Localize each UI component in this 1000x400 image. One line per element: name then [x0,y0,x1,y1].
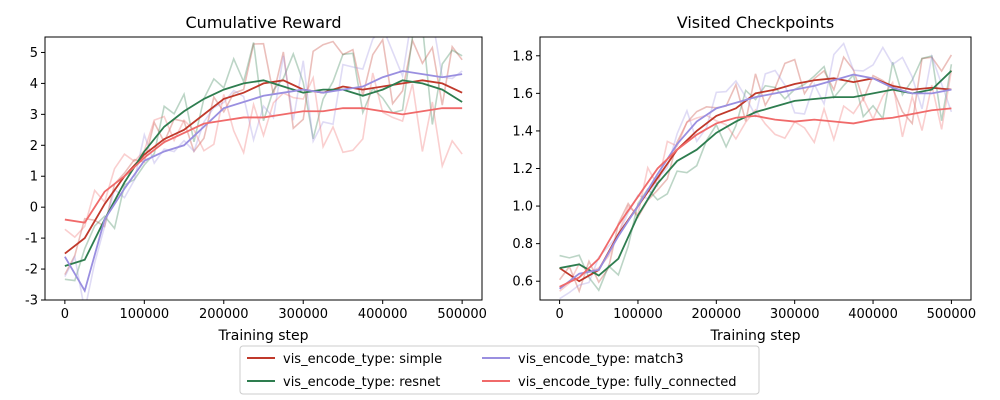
legend-label: vis_encode_type: fully_connected [518,375,737,390]
x-tick-label: 300000 [770,307,820,322]
x-tick-label: 500000 [927,307,977,322]
x-tick-label: 100000 [613,307,663,322]
y-tick-label: -2 [25,263,38,278]
y-tick-label: 0.8 [512,237,533,252]
legend-label: vis_encode_type: match3 [518,352,684,367]
y-tick-label: 1 [30,170,38,185]
raw-trace-vis-encode-type-fully-connected [64,72,463,239]
y-tick-label: 4 [30,77,38,92]
x-tick-label: 100000 [119,307,169,322]
cumulative-reward-panel: Cumulative Reward 0 100000 200000 300000 4000… [25,13,487,344]
plot-frame [44,36,483,301]
x-tick-label: 400000 [358,307,408,322]
y-tick-label: 0.6 [512,275,533,290]
x-tick-label: 300000 [278,307,328,322]
y-tick-label: 0 [30,201,38,216]
legend-box [239,345,760,395]
y-tick-label: 1.8 [512,49,533,64]
y-tick-label: 1.2 [512,162,533,177]
y-tick-label: -3 [25,294,38,309]
visited-checkpoints-panel: Visited Checkpoints 0 100000 200000 300000 40… [512,13,976,344]
chart-title: Cumulative Reward [186,13,342,32]
y-tick-label: -1 [25,232,38,247]
chart-title: Visited Checkpoints [677,13,835,32]
x-tick-label: 200000 [199,307,249,322]
series-line-vis-encode-type-resnet [64,79,463,267]
x-axis-label: Training step [218,328,309,344]
x-tick-label: 200000 [691,307,741,322]
y-tick-label: 1.0 [512,200,533,215]
series-line-vis-encode-type-resnet [559,70,953,277]
y-tick-label: 5 [30,46,38,61]
y-tick-label: 1.4 [512,124,533,139]
raw-trace-vis-encode-type-resnet [64,37,463,282]
raw-trace-vis-encode-type-resnet [559,55,953,292]
y-tick-label: 1.6 [512,87,533,102]
raw-trace-vis-encode-type-match3 [64,37,463,300]
series-line-vis-encode-type-match3 [559,73,952,290]
legend-label: vis_encode_type: simple [283,352,442,367]
series-line-vis-encode-type-match3 [64,70,463,294]
y-tick-label: 3 [30,108,38,123]
x-tick-label: 500000 [437,307,487,322]
x-tick-label: 0 [61,307,69,322]
legend: vis_encode_type: simple vis_encode_type: … [239,345,760,395]
x-tick-label: 0 [555,307,563,322]
y-tick-label: 2 [30,139,38,154]
raw-trace-vis-encode-type-simple [64,37,463,275]
series-line-vis-encode-type-fully-connected [559,107,952,288]
x-tick-label: 400000 [848,307,898,322]
x-axis-label: Training step [710,328,801,344]
legend-label: vis_encode_type: resnet [283,375,440,390]
series-line-vis-encode-type-fully-connected [64,107,463,224]
